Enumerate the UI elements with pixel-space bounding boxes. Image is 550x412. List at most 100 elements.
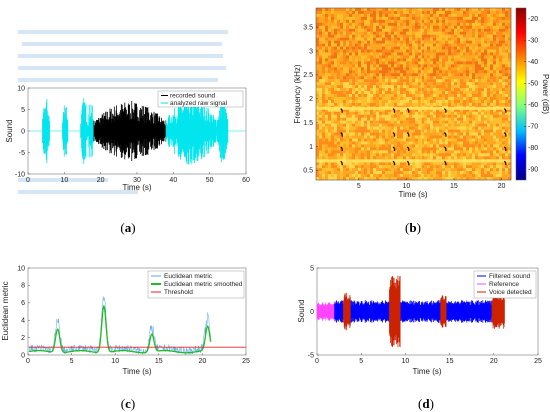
panel-b-cell <box>382 132 386 136</box>
panel-b-cell <box>403 73 407 77</box>
panel-b-cell <box>343 82 347 86</box>
panel-b-cell <box>478 174 482 178</box>
panel-b-cell <box>394 70 398 74</box>
panel-b-cell <box>487 31 491 35</box>
panel-b-cell <box>481 79 485 83</box>
panel-b-cell <box>493 108 497 112</box>
panel-b-cell <box>415 19 419 24</box>
panel-b-cell <box>430 37 434 41</box>
panel-b-cell <box>385 168 389 172</box>
panel-b-cell <box>454 147 458 151</box>
panel-b-cell <box>469 31 473 35</box>
panel-b-cell <box>466 114 470 118</box>
panel-b-cell <box>373 40 377 44</box>
panel-b-cell <box>376 22 380 26</box>
panel-b-cell <box>475 156 479 160</box>
panel-b-cell <box>343 156 347 160</box>
panel-b-cell <box>460 138 464 142</box>
panel-b-cell <box>502 76 506 80</box>
panel-b-cell <box>391 73 395 77</box>
panel-b-cell <box>400 111 404 115</box>
panel-b-cell <box>475 150 479 154</box>
panel-b-cell <box>496 91 500 95</box>
panel-b-cell <box>352 85 356 89</box>
panel-b-cell <box>358 156 362 160</box>
panel-b-cell <box>475 28 479 32</box>
panel-b-cell <box>319 135 323 139</box>
panel-b-cell <box>364 123 368 127</box>
panel-b-cell <box>361 22 365 26</box>
panel-b-cell <box>319 138 323 142</box>
panel-b-cell <box>403 135 407 139</box>
panel-b-cell <box>346 85 350 89</box>
panel-b-cell <box>424 129 428 133</box>
panel-b-cell <box>496 34 500 38</box>
panel-b-cell <box>361 123 365 127</box>
panel-b-cell <box>505 132 509 136</box>
panel-b-cell <box>433 67 437 71</box>
panel-b-cell <box>409 144 413 148</box>
panel-b-cell <box>442 111 446 115</box>
panel-b-cell <box>340 28 344 32</box>
panel-b-cell <box>418 19 422 24</box>
panel-b-cell <box>364 58 368 62</box>
panel-b-cell <box>421 49 425 53</box>
panel-b-cell <box>403 88 407 92</box>
panel-b-cell <box>442 126 446 130</box>
panel-b-cell <box>406 25 410 29</box>
panel-b-cell <box>325 91 329 95</box>
panel-b-cell <box>331 162 335 166</box>
panel-b-cell <box>457 61 461 65</box>
panel-b-cell <box>439 52 443 56</box>
panel-b-cell <box>391 40 395 44</box>
panel-b-cell <box>367 70 371 74</box>
panel-b-cell <box>400 150 404 154</box>
panel-b-cell <box>448 64 452 68</box>
panel-b-cell <box>409 46 413 50</box>
panel-b-cell <box>322 58 326 62</box>
panel-b-cell <box>319 120 323 124</box>
panel-b-cell <box>403 37 407 41</box>
panel-b-cell <box>508 96 512 101</box>
panel-b-cell <box>385 76 389 80</box>
panel-b-cell <box>508 153 512 157</box>
panel-b-cell <box>415 120 419 124</box>
panel-b-cell <box>457 99 461 104</box>
panel-b-cell <box>439 102 443 107</box>
panel-b-cell <box>430 111 434 115</box>
panel-b-cell <box>409 123 413 127</box>
panel-b-cell <box>448 8 452 12</box>
panel-b-cell <box>391 58 395 62</box>
panel-b-cell <box>388 174 392 178</box>
panel-b-cell <box>337 82 341 86</box>
panel-b-cell <box>409 150 413 154</box>
panel-b-cell <box>349 58 353 62</box>
panel-b-cell <box>364 73 368 77</box>
panel-b-cell <box>373 58 377 62</box>
panel-b-cell <box>316 174 320 178</box>
panel-b-cell <box>463 13 467 18</box>
panel-b-cell <box>508 102 512 107</box>
panel-b-cell <box>343 94 347 98</box>
panel-b-cell <box>457 147 461 151</box>
panel-b-cell <box>457 40 461 44</box>
panel-b-cell <box>349 16 353 21</box>
panel-b-cell <box>415 162 419 166</box>
panel-b-cell <box>472 102 476 107</box>
panel-b-cell <box>484 79 488 83</box>
panel-b-cell <box>436 177 440 181</box>
panel-b-cell <box>409 153 413 157</box>
panel-b-cell <box>439 8 443 12</box>
panel-b-cell <box>409 94 413 98</box>
panel-b-cell <box>412 144 416 148</box>
panel-b-cell <box>505 96 509 101</box>
panel-b-cell <box>496 111 500 115</box>
panel-b-cell <box>316 147 320 151</box>
panel-b-cell <box>445 126 449 130</box>
panel-b-cell <box>403 43 407 47</box>
panel-b-cell <box>385 13 389 18</box>
panel-b-cell <box>355 8 359 12</box>
panel-b-cell <box>460 76 464 80</box>
panel-b-cell <box>388 85 392 89</box>
panel-b-cell <box>436 108 440 112</box>
